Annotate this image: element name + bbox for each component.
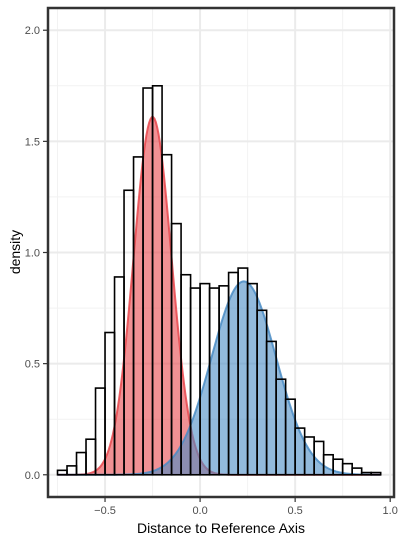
x-tick-label: −0.5 (94, 505, 116, 517)
histogram-bar (351, 467, 363, 476)
x-tick-label: 1.0 (383, 505, 398, 517)
y-tick-label: 0.5 (25, 359, 40, 371)
y-tick-label: 2.0 (25, 25, 40, 37)
y-tick-label: 0.0 (25, 470, 40, 482)
y-tick-label: 1.0 (25, 248, 40, 260)
x-axis-ticks: −0.5 0.0 0.5 1.0 (94, 498, 398, 517)
y-tick-label: 1.5 (25, 136, 40, 148)
histogram-bar (370, 471, 382, 476)
histogram-bars (56, 84, 382, 476)
x-tick-label: 0.5 (287, 505, 302, 517)
y-axis-title: density (7, 230, 23, 274)
y-axis-ticks: 0.0 0.5 1.0 1.5 2.0 (25, 25, 47, 482)
x-tick-label: 0.0 (192, 505, 207, 517)
x-axis-title: Distance to Reference Axis (137, 520, 305, 536)
plot-panel-border (46, 6, 396, 499)
